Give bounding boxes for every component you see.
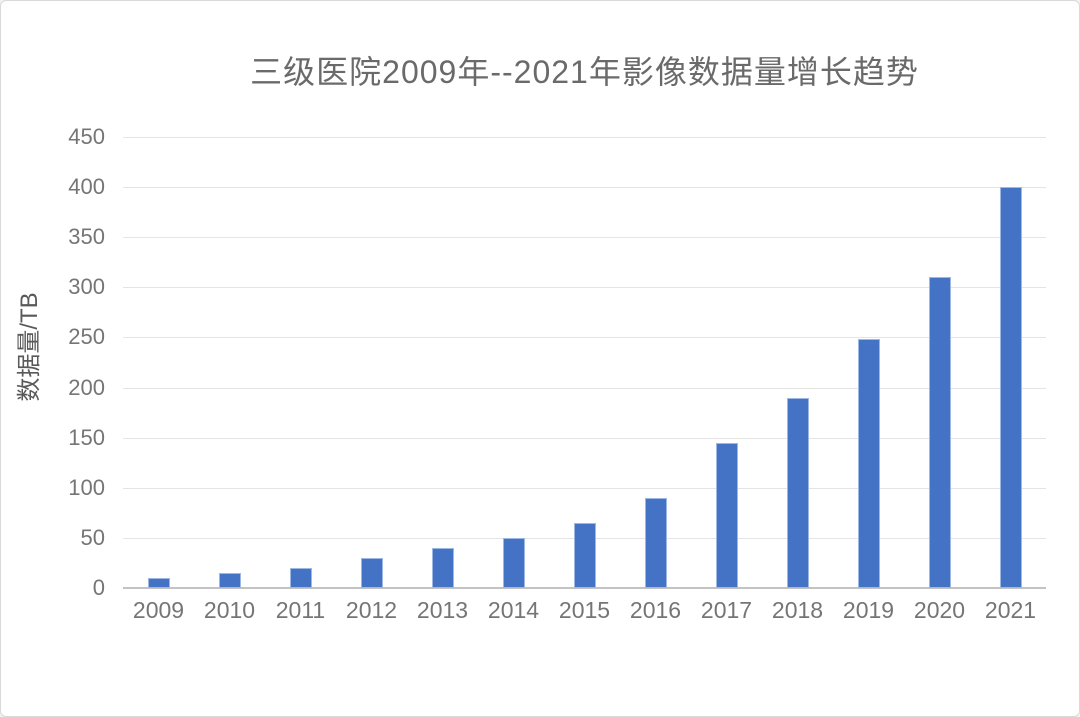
gridline (123, 237, 1046, 239)
gridline (123, 487, 1046, 489)
chart-title: 三级医院2009年--2021年影像数据量增长趋势 (250, 54, 919, 90)
x-tick-label: 2019 (842, 597, 895, 623)
bar-2015 (573, 522, 596, 588)
x-tick-label: 2021 (984, 597, 1037, 623)
x-tick-label: 2014 (487, 597, 540, 623)
y-tick-label: 350 (68, 224, 105, 250)
x-tick-label: 2011 (275, 597, 326, 623)
gridline (123, 387, 1046, 389)
x-tick-label: 2016 (629, 597, 682, 623)
bar-2013 (431, 547, 454, 588)
x-tick-label: 2015 (558, 597, 611, 623)
x-tick-label: 2009 (132, 597, 185, 623)
bar-2021 (999, 187, 1022, 588)
bar-2014 (502, 537, 525, 588)
bar-2016 (644, 497, 667, 588)
plot-area (123, 137, 1046, 589)
gridline (123, 287, 1046, 289)
y-tick-label: 100 (68, 474, 105, 500)
x-tick-label: 2010 (203, 597, 256, 623)
y-tick-label: 50 (80, 524, 105, 550)
bar-2011 (289, 567, 312, 588)
x-tick-label: 2018 (771, 597, 824, 623)
bar-2009 (147, 577, 170, 588)
y-tick-label: 300 (68, 274, 105, 300)
gridline (123, 137, 1046, 138)
bar-2018 (786, 397, 809, 588)
y-tick-label: 150 (68, 424, 105, 450)
bar-2017 (715, 442, 738, 588)
bar-2012 (360, 557, 383, 588)
y-tick-label: 250 (68, 324, 105, 350)
gridline (123, 337, 1046, 339)
bar-2020 (928, 277, 951, 588)
gridline (123, 187, 1046, 189)
x-tick-label: 2013 (416, 597, 469, 623)
bar-2010 (218, 572, 241, 588)
gridline (123, 437, 1046, 439)
y-tick-label: 0 (92, 575, 105, 600)
x-axis-line (123, 587, 1046, 589)
y-tick-label: 450 (68, 124, 105, 149)
y-tick-label: 200 (68, 374, 105, 400)
y-tick-label: 400 (68, 174, 105, 200)
x-tick-label: 2020 (913, 597, 966, 623)
x-tick-label: 2012 (345, 597, 398, 623)
bar-2019 (857, 339, 880, 588)
x-tick-label: 2017 (700, 597, 753, 623)
